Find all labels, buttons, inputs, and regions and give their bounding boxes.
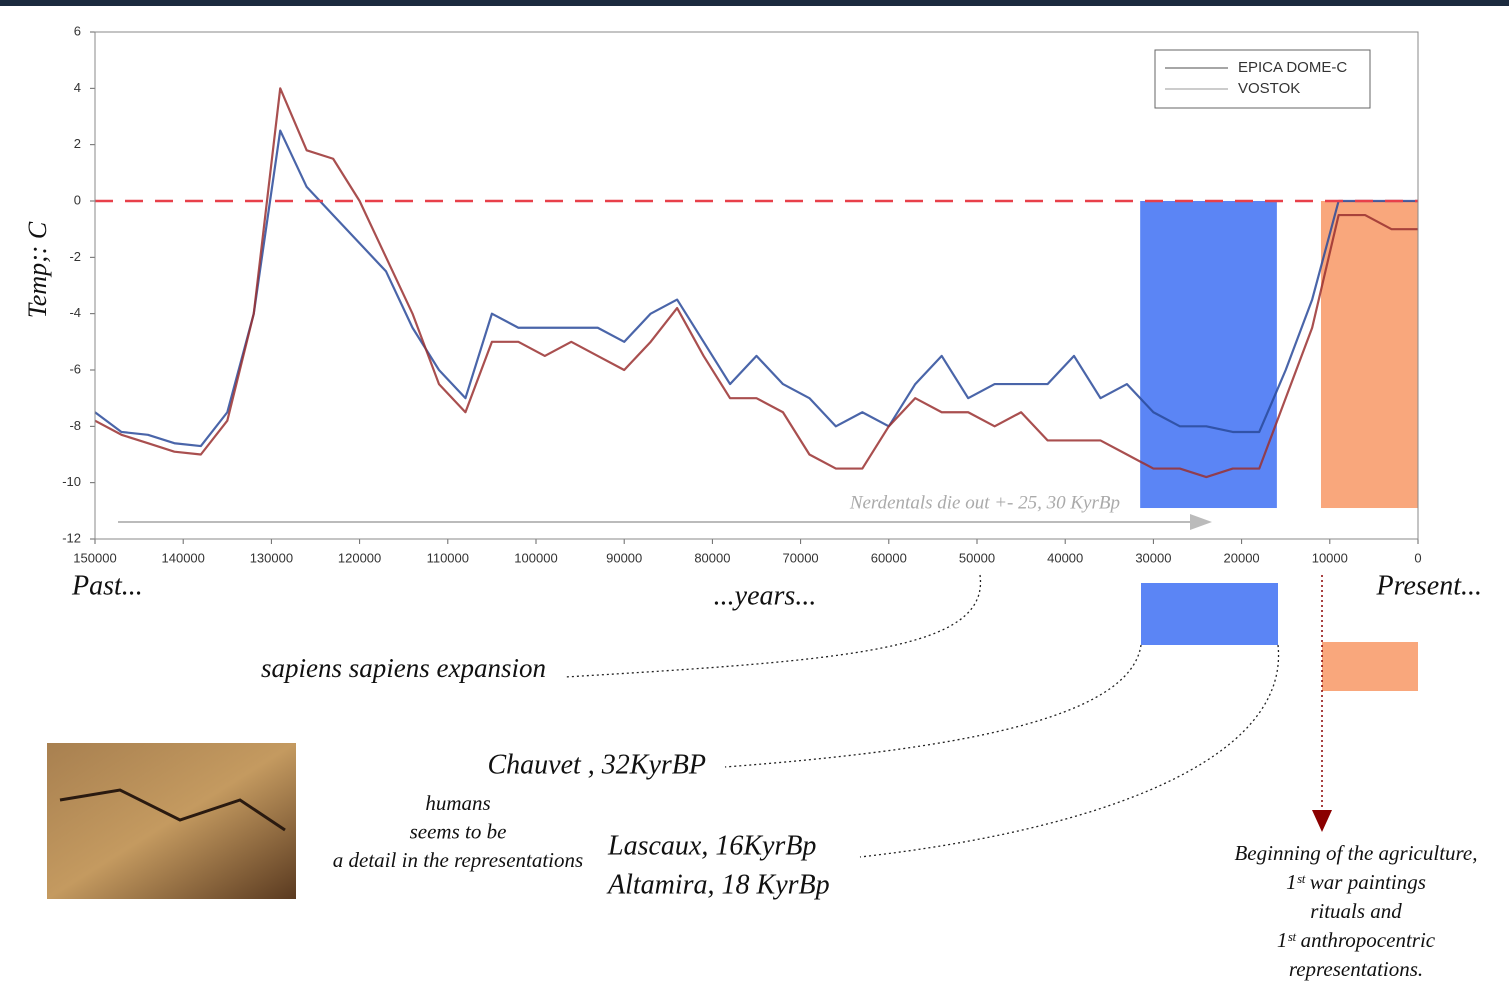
arrow-head [1312, 810, 1332, 832]
x-tick-label: 50000 [959, 550, 995, 565]
y-tick-label: 2 [74, 136, 81, 151]
x-tick-label: 120000 [338, 550, 381, 565]
annotation: Past... [71, 570, 143, 601]
x-tick-label: 10000 [1312, 550, 1348, 565]
y-tick-label: -6 [69, 361, 81, 376]
annotation: representations. [1289, 957, 1423, 981]
highlight [1141, 583, 1278, 645]
highlight [1322, 642, 1418, 691]
y-tick-label: -10 [62, 474, 81, 489]
highlight-span [1140, 201, 1277, 508]
x-tick-label: 130000 [250, 550, 293, 565]
x-tick-label: 90000 [606, 550, 642, 565]
annotation: ...years... [714, 580, 817, 611]
y-tick-label: 0 [74, 192, 81, 207]
y-tick-label: -2 [69, 249, 81, 264]
annotation: a detail in the representations [333, 848, 583, 872]
annotation: Altamira, 18 KyrBp [606, 869, 830, 900]
x-tick-label: 20000 [1224, 550, 1260, 565]
y-tick-label: 4 [74, 80, 81, 95]
x-tick-label: 60000 [871, 550, 907, 565]
legend-label: EPICA DOME-C [1238, 59, 1347, 76]
cave-painting-image [47, 743, 296, 899]
page: {"chart_data": {"type": "line", "y_label… [0, 0, 1509, 984]
time-arrow-head [1190, 514, 1212, 530]
legend-label: VOSTOK [1238, 80, 1300, 97]
x-tick-label: 140000 [162, 550, 205, 565]
annotation: rituals and [1310, 899, 1402, 923]
y-tick-label: -4 [69, 305, 81, 320]
x-tick-label: 80000 [694, 550, 730, 565]
y-tick-label: -8 [69, 418, 81, 433]
annotation: sapiens sapiens expansion [261, 653, 546, 683]
x-tick-label: 0 [1414, 550, 1421, 565]
top-bar [0, 0, 1509, 6]
chart: 1500001400001300001200001100001000009000… [0, 0, 1509, 984]
y-axis-label: Temp;: C [23, 221, 52, 318]
legend: EPICA DOME-C VOSTOK [1155, 50, 1370, 108]
annotation: 1ˢᵗ anthropocentric [1277, 928, 1436, 952]
annotation: Chauvet , 32KyrBP [487, 749, 706, 780]
y-tick-label: -12 [62, 530, 81, 545]
x-tick-label: 150000 [73, 550, 116, 565]
x-tick-label: 30000 [1135, 550, 1171, 565]
annotation: Nerdentals die out +- 25, 30 KyrBp [849, 492, 1120, 513]
annotation: Lascaux, 16KyrBp [607, 830, 816, 861]
y-tick-label: 6 [74, 23, 81, 38]
x-tick-label: 70000 [783, 550, 819, 565]
annotation: humans [425, 791, 490, 815]
x-tick-label: 100000 [514, 550, 557, 565]
annotation: Beginning of the agriculture, [1234, 841, 1477, 865]
annotation: Present... [1376, 570, 1483, 601]
annotation: 1ˢᵗ war paintings [1286, 870, 1426, 894]
x-tick-label: 40000 [1047, 550, 1083, 565]
annotation: seems to be [410, 819, 507, 843]
highlight-span [1321, 201, 1418, 508]
x-tick-label: 110000 [427, 550, 469, 565]
